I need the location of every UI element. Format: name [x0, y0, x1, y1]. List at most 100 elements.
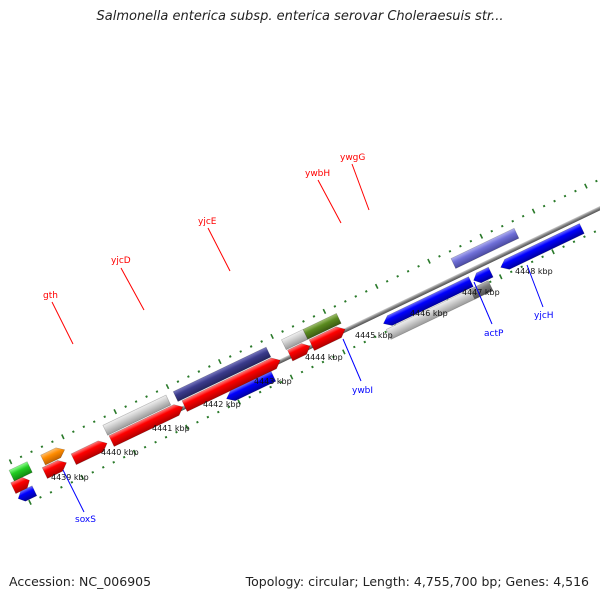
scale-tick-outer: [8, 459, 13, 465]
scale-tick-inner: [60, 485, 63, 489]
gene-label-ywbH: ywbH: [305, 169, 330, 179]
forward-gene: [10, 477, 30, 495]
scale-tick-inner: [373, 335, 377, 339]
scale-tick-inner: [216, 410, 220, 414]
scale-tick-inner: [384, 330, 388, 334]
scale-tick-outer: [563, 194, 567, 198]
gene-leader-line: [62, 469, 85, 513]
scale-label: 4443 kbp: [254, 377, 292, 386]
scale-tick-inner: [332, 355, 335, 359]
gene-leader-line: [342, 338, 362, 382]
scale-tick-outer: [291, 325, 295, 328]
gene-leader-line: [317, 179, 342, 224]
scale-tick-outer: [521, 214, 525, 218]
scale-tick-outer: [228, 355, 232, 358]
scale-tick-inner: [164, 435, 168, 439]
scale-label: 4445 kbp: [355, 331, 393, 340]
scale-tick-outer: [134, 400, 138, 403]
scale-tick-outer: [176, 380, 180, 383]
scale-tick-inner: [520, 265, 524, 269]
gene-label-ywbI: ywbI: [352, 386, 373, 396]
scale-tick-outer: [479, 233, 484, 239]
scale-tick-inner: [101, 465, 105, 469]
scale-tick-inner: [551, 249, 555, 255]
scale-tick-inner: [321, 360, 325, 364]
scale-tick-outer: [417, 264, 420, 268]
gene-leader-line: [473, 281, 493, 325]
scale-label: 4447 kbp: [462, 288, 500, 297]
scale-tick-inner: [269, 385, 272, 389]
forward-gene: [70, 440, 108, 466]
gene-leader-line: [51, 301, 74, 345]
gene-label-actP: actP: [484, 329, 504, 339]
scale-tick-outer: [542, 204, 546, 208]
scale-tick-inner: [509, 270, 513, 274]
gene-leader-line: [526, 264, 544, 308]
accession-text: Accession: NC_006905: [9, 574, 152, 589]
scale-tick-outer: [208, 365, 211, 368]
scale-tick-inner: [572, 240, 576, 244]
scale-tick-inner: [143, 445, 147, 449]
scale-label: 4440 kbp: [101, 448, 139, 457]
scale-tick-inner: [352, 345, 356, 349]
scale-tick-inner: [227, 405, 231, 409]
feature-cluster-orange: [40, 447, 66, 466]
scale-tick-inner: [300, 370, 304, 374]
scale-tick-outer: [249, 345, 253, 348]
scale-tick-inner: [289, 374, 294, 380]
scale-tick-outer: [374, 283, 379, 289]
scale-tick-outer: [469, 239, 473, 243]
scale-tick-inner: [49, 490, 53, 494]
forward-gene: [108, 404, 184, 447]
reverse-gene: [17, 485, 38, 502]
forward-gene: [41, 460, 67, 479]
genome-backbone: [174, 55, 600, 414]
scale-tick-outer: [448, 249, 452, 253]
gene-label-yjcE: yjcE: [198, 217, 217, 227]
gene-label-yjcD: yjcD: [111, 256, 131, 266]
gene-labels: gth yjcD yjcE ywbH ywgG soxS ywbI actP yjcH: [43, 153, 554, 525]
forward-features: [8, 227, 520, 495]
scale-tick-outer: [51, 440, 54, 444]
scale-tick-outer: [333, 305, 337, 308]
scale-tick-outer: [145, 395, 148, 398]
scale-tick-inner: [363, 340, 367, 344]
summary-text: Topology: circular; Length: 4,755,700 bp…: [245, 574, 589, 589]
scale-tick-outer: [155, 390, 159, 393]
scale-tick-inner: [132, 449, 137, 455]
scale-tick-inner: [185, 424, 189, 430]
scale-tick-outer: [217, 358, 222, 365]
scale-tick-outer: [30, 450, 33, 454]
reverse-gene: [473, 266, 494, 284]
scale-tick-inner: [562, 245, 565, 249]
scale-tick-outer: [322, 308, 327, 315]
scale-tick-outer: [61, 434, 65, 440]
forward-gene: [287, 343, 311, 362]
scale-tick-outer: [124, 405, 127, 408]
scale-tick-outer: [270, 333, 274, 340]
scale-tick-outer: [354, 295, 358, 298]
scale-tick-outer: [40, 445, 44, 449]
feature-cluster-lavender: [450, 227, 520, 269]
scale-tick-inner: [154, 440, 157, 444]
scale-tick-inner: [70, 480, 74, 484]
scale-tick-outer: [396, 274, 399, 278]
scale-tick-inner: [122, 455, 126, 459]
tick-labels: 4439 kbp 4440 kbp 4441 kbp 4442 kbp 4443 kbp…: [51, 267, 553, 482]
feature-cluster-slate: [172, 346, 272, 402]
reverse-features: [17, 223, 585, 502]
scale-tick-inner: [311, 365, 314, 369]
ticks-outer: [8, 179, 598, 465]
scale-tick-inner: [112, 460, 116, 464]
scale-tick-outer: [312, 315, 316, 318]
scale-tick-inner: [488, 280, 492, 284]
feature-cluster-gray: [102, 394, 172, 436]
reverse-gene: [383, 276, 474, 326]
scale-tick-outer: [553, 199, 556, 203]
gene-label-gth: gth: [43, 291, 58, 301]
scale-tick-outer: [364, 290, 368, 293]
scale-tick-inner: [258, 390, 262, 394]
scale-tick-outer: [197, 370, 201, 373]
scale-tick-inner: [237, 399, 242, 405]
